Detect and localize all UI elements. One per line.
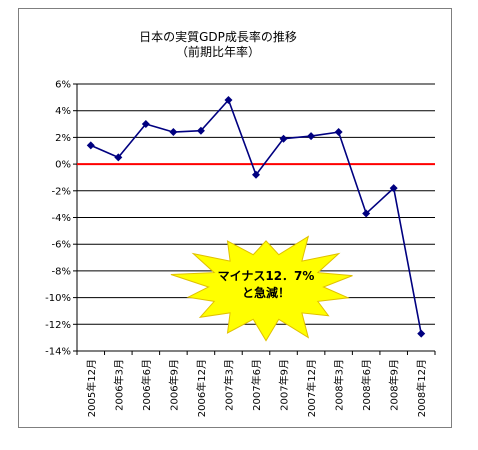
y-axis-ticks: 6% 4% 2% 0% -2% -4% -6% -8% -10% -12% -14% bbox=[45, 80, 77, 358]
data-point bbox=[169, 128, 178, 137]
y-tick-label: 2% bbox=[55, 133, 71, 144]
chart-frame: 日本の実質GDP成長率の推移 （前期比年率） 6% 4% 2% 0% -2% -4% -6%… bbox=[18, 8, 452, 428]
y-tick-label: -14% bbox=[45, 347, 71, 358]
data-point bbox=[114, 153, 123, 162]
y-tick-label: 0% bbox=[55, 160, 71, 171]
callout-burst: マイナス12．7% と急減！ bbox=[170, 235, 353, 342]
data-point bbox=[389, 184, 398, 193]
y-tick-label: -10% bbox=[45, 293, 71, 304]
x-tick-label: 2007年12月 bbox=[305, 359, 318, 417]
data-point bbox=[86, 141, 95, 150]
y-tick-label: 6% bbox=[55, 80, 71, 91]
x-tick-label: 2006年3月 bbox=[112, 359, 125, 411]
line-chart: 日本の実質GDP成長率の推移 （前期比年率） 6% 4% 2% 0% -2% -4% -6%… bbox=[45, 29, 436, 417]
data-point bbox=[334, 128, 343, 137]
x-tick-label: 2007年9月 bbox=[278, 359, 291, 411]
x-tick-label: 2007年6月 bbox=[250, 359, 263, 411]
y-tick-label: -6% bbox=[52, 240, 71, 251]
x-tick-label: 2006年9月 bbox=[167, 359, 180, 411]
data-point bbox=[252, 170, 260, 179]
x-tick-label: 2008年3月 bbox=[333, 359, 346, 411]
callout-text: マイナス12．7% bbox=[218, 269, 315, 283]
series-line bbox=[86, 96, 426, 338]
data-point bbox=[307, 132, 316, 141]
y-tick-label: -8% bbox=[52, 266, 71, 277]
y-tick-label: -4% bbox=[52, 213, 71, 224]
starburst-shape bbox=[170, 235, 353, 342]
x-tick-label: 2008年12月 bbox=[415, 359, 428, 417]
data-point bbox=[196, 126, 205, 135]
data-point bbox=[362, 209, 371, 218]
data-point bbox=[417, 329, 426, 338]
x-tick-label: 2006年12月 bbox=[195, 359, 208, 417]
y-tick-label: 4% bbox=[55, 106, 71, 117]
chart-title: 日本の実質GDP成長率の推移 bbox=[139, 29, 297, 44]
data-point bbox=[224, 96, 233, 105]
x-tick-label: 2008年9月 bbox=[388, 359, 401, 411]
data-point bbox=[141, 120, 150, 129]
x-tick-label: 2007年3月 bbox=[222, 359, 235, 411]
x-tick-label: 2006年6月 bbox=[140, 359, 153, 411]
callout-text: と急減！ bbox=[242, 285, 290, 300]
y-tick-label: -12% bbox=[45, 320, 71, 331]
chart-subtitle: （前期比年率） bbox=[176, 44, 260, 59]
x-axis-ticks: 2005年12月 2006年3月 2006年6月 2006年9月 2006年12月 200… bbox=[76, 351, 436, 417]
x-tick-label: 2008年6月 bbox=[360, 359, 373, 411]
data-point bbox=[279, 134, 288, 143]
y-tick-label: -2% bbox=[52, 186, 71, 197]
x-tick-label: 2005年12月 bbox=[85, 359, 98, 417]
